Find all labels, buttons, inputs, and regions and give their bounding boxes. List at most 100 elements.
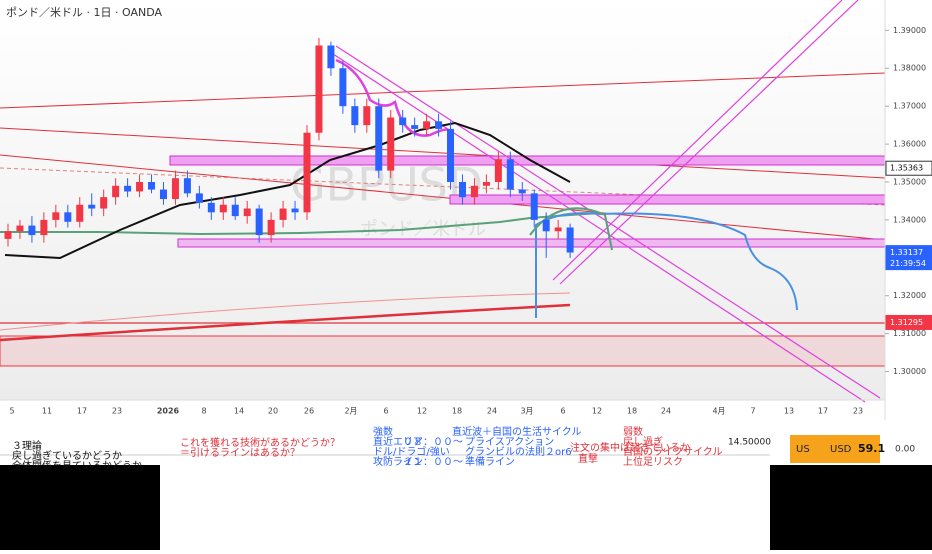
price-label: 1.33137: [890, 248, 923, 257]
price-label: 1.31295: [890, 318, 923, 327]
candle-body: [363, 106, 371, 126]
candle-body: [387, 117, 395, 171]
x-tick-label: 4月: [712, 407, 725, 416]
candle-body: [339, 68, 347, 107]
candle-body: [554, 227, 562, 232]
price-label-box: [885, 314, 932, 330]
candle-body: [303, 132, 311, 213]
candle-body: [100, 197, 108, 209]
annotation: ２１：００〜: [403, 457, 463, 468]
widget-change: 0.00: [895, 445, 915, 455]
x-tick-label: 24: [487, 407, 497, 416]
candle-body: [64, 212, 72, 222]
widget-number: 59.1: [858, 442, 885, 455]
candle-body: [88, 204, 96, 209]
candle-body: [183, 178, 191, 194]
trendline: [0, 127, 886, 179]
widget-currency: USD: [830, 444, 852, 455]
candle-body: [159, 189, 167, 200]
y-tick-label: 1.32000: [893, 291, 926, 300]
y-tick-label: 1.39000: [893, 26, 926, 35]
annotation: ３理論: [12, 439, 42, 452]
candle-body: [279, 208, 287, 220]
x-tick-label: 7: [750, 407, 755, 416]
x-tick-label: 14: [234, 407, 244, 416]
candle-body: [327, 45, 335, 69]
moving-average: [0, 303, 571, 342]
x-tick-label: 23: [853, 407, 863, 416]
candle-body: [423, 121, 431, 129]
annotation: 攻防ライン: [373, 455, 423, 468]
candle-body: [399, 117, 407, 126]
candle-body: [148, 181, 156, 190]
candle-body: [458, 181, 466, 198]
candle-body: [411, 125, 419, 129]
candle-body: [195, 193, 203, 203]
annotation: 直撃: [578, 452, 598, 465]
candle-body: [566, 227, 574, 253]
annotation: 戻し過ぎているかどうか: [12, 449, 122, 462]
annotation: これを獲れる技術があるかどうか？: [180, 436, 340, 449]
x-tick-label: 2026: [157, 407, 180, 416]
candle-body: [315, 45, 323, 133]
trendline: [0, 72, 886, 109]
x-tick-label: 5: [9, 407, 14, 416]
drawing: [535, 212, 798, 318]
annotation: 弱数: [623, 425, 643, 438]
price-label-box: [885, 160, 932, 176]
candle-body: [375, 106, 383, 171]
y-tick-label: 1.35000: [893, 177, 926, 186]
drawing: [529, 207, 613, 251]
zone: [0, 335, 886, 367]
candle-body: [255, 208, 263, 236]
candle-body: [231, 204, 239, 217]
annotation: 自国のライフサイクル: [623, 445, 723, 458]
candle-body: [243, 208, 251, 217]
zone: [177, 238, 886, 248]
candle-body: [267, 219, 275, 236]
candle-body: [447, 128, 455, 182]
black-block: [0, 465, 160, 550]
annotation: 戻し過ぎ: [623, 435, 663, 448]
annotation: ＝引けるラインはあるか？: [180, 447, 300, 459]
candle-body: [494, 159, 502, 182]
candle-body: [52, 212, 60, 220]
candle-body: [16, 225, 24, 232]
price-label-box: [885, 245, 932, 271]
x-tick-label: 18: [452, 407, 462, 416]
annotation: 直近波＋自国の生活サイクル: [452, 425, 582, 438]
candle-body: [291, 208, 299, 213]
y-tick-label: 1.30000: [893, 367, 926, 376]
x-tick-label: 6: [383, 407, 388, 416]
x-tick-label: 6: [560, 407, 565, 416]
annotation: 注文の集中は起きているか: [570, 441, 690, 454]
x-tick-label: 11: [42, 407, 52, 416]
candle-body: [124, 185, 132, 192]
y-tick-label: 1.34000: [893, 215, 926, 224]
candle-body: [435, 121, 443, 129]
y-tick-label: 1.36000: [893, 140, 926, 149]
x-tick-label: 3月: [520, 407, 533, 416]
candle-body: [76, 204, 84, 222]
x-tick-label: 20: [268, 407, 278, 416]
candle-body: [171, 178, 179, 200]
x-tick-label: 13: [784, 407, 794, 416]
widget-value: 14.50000: [728, 438, 771, 448]
candle-body: [470, 185, 478, 198]
widget: [790, 435, 880, 463]
candle-body: [112, 185, 120, 198]
x-tick-label: 17: [77, 407, 87, 416]
moving-average: [4, 121, 571, 260]
candle-body: [136, 181, 144, 192]
price-label: 1.35363: [890, 164, 923, 173]
x-tick-label: 17: [818, 407, 828, 416]
y-tick-label: 1.38000: [893, 64, 926, 73]
x-tick-label: 2月: [344, 407, 357, 416]
x-tick-label: 24: [661, 407, 671, 416]
candle-body: [482, 181, 490, 186]
x-tick-label: 18: [627, 407, 637, 416]
candle-body: [219, 204, 227, 213]
candle-body: [28, 225, 36, 236]
annotation: グランビルの法則２or6: [465, 445, 572, 458]
